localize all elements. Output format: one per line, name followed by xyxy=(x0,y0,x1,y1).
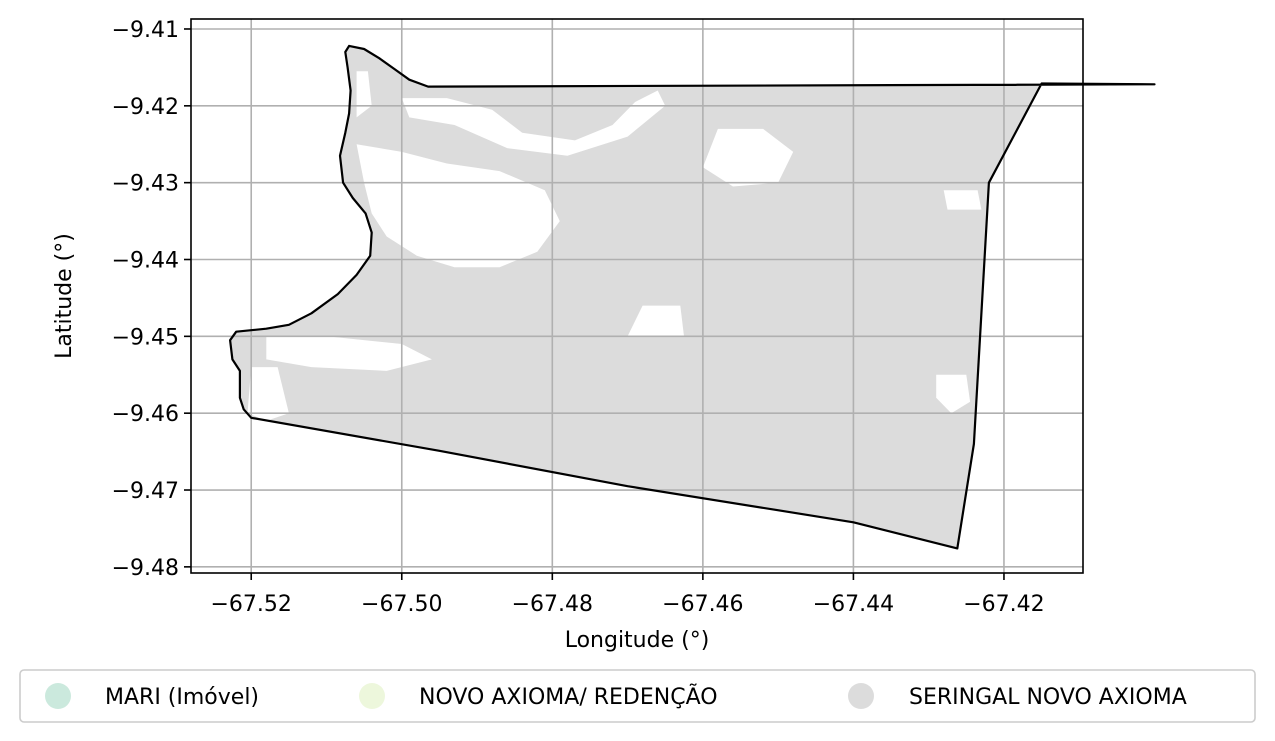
x-axis-title: Longitude (°) xyxy=(565,628,710,653)
unclassified-patch xyxy=(936,374,971,414)
y-tick-label: −9.44 xyxy=(112,249,179,274)
plot-area xyxy=(190,18,1156,574)
unclassified-patch xyxy=(401,90,666,156)
legend: MARI (Imóvel) NOVO AXIOMA/ REDENÇÃO SERI… xyxy=(19,669,1256,723)
legend-label-seringal-novo-axioma: SERINGAL NOVO AXIOMA xyxy=(909,685,1187,710)
x-tick-label: −67.52 xyxy=(211,592,292,617)
y-tick-label: −9.42 xyxy=(112,95,179,120)
legend-frame xyxy=(19,669,1256,723)
x-tick-label: −67.42 xyxy=(963,592,1044,617)
unclassified-patch xyxy=(627,305,684,337)
legend-marker-novo-axioma-redencao xyxy=(359,683,385,709)
y-tick-label: −9.41 xyxy=(112,18,179,43)
legend-marker-mari xyxy=(45,683,71,709)
grid-layer xyxy=(191,19,1083,573)
unclassified-patch xyxy=(356,144,560,268)
y-tick-label: −9.47 xyxy=(112,479,179,504)
unclassified-patch xyxy=(247,367,289,421)
x-tick-label: −67.44 xyxy=(813,592,894,617)
x-tick-label: −67.48 xyxy=(512,592,593,617)
x-tick-label: −67.46 xyxy=(662,592,743,617)
boundary-layer xyxy=(229,44,1156,550)
x-tick-label: −67.50 xyxy=(361,592,442,617)
unclassified-patch xyxy=(702,128,794,187)
unclassified-patch xyxy=(266,336,432,371)
legend-marker-seringal-novo-axioma xyxy=(848,683,874,709)
unclassified-patches-layer xyxy=(247,71,982,421)
tick-layer: −67.52 −67.50 −67.48 −67.46 −67.44 −67.42 −9.4… xyxy=(112,18,1045,617)
legend-label-mari: MARI (Imóvel) xyxy=(105,685,259,710)
plot-frame xyxy=(190,18,1084,574)
y-axis-title: Latitude (°) xyxy=(52,233,77,359)
y-tick-label: −9.43 xyxy=(112,172,179,197)
territory-boundary xyxy=(229,44,1156,550)
y-tick-label: −9.46 xyxy=(112,402,179,427)
y-tick-label: −9.48 xyxy=(112,556,179,581)
y-tick-label: −9.45 xyxy=(112,325,179,350)
legend-label-novo-axioma-redencao: NOVO AXIOMA/ REDENÇÃO xyxy=(419,683,718,710)
unclassified-patch xyxy=(943,190,982,210)
